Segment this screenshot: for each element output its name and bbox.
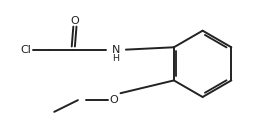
Text: H: H: [112, 54, 119, 63]
Text: O: O: [70, 16, 79, 26]
Text: O: O: [110, 95, 119, 105]
Text: N: N: [112, 45, 120, 55]
Text: Cl: Cl: [20, 45, 31, 55]
